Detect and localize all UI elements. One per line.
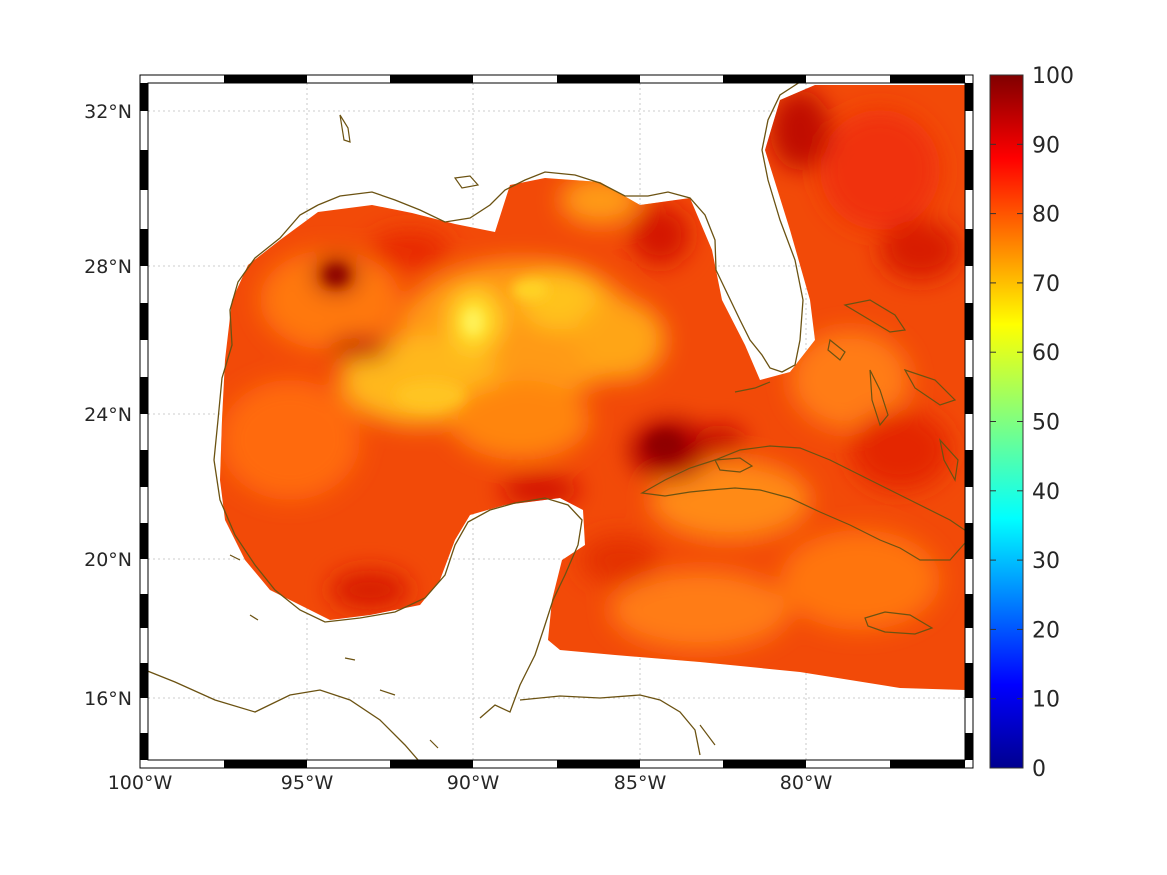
frame-segment-top [390, 75, 473, 83]
lat-label-28n: 28°N [84, 256, 132, 278]
frame-segment-left [140, 450, 148, 487]
frame-segment-top [723, 75, 806, 83]
frame-segment-left [140, 303, 148, 340]
cuba [640, 445, 973, 561]
mex-islands [229, 554, 716, 749]
colorbar-tick-label: 20 [1032, 618, 1060, 643]
frame-segment-right [965, 377, 973, 414]
frame-segment-left [140, 83, 148, 111]
frame-segment-bottom [557, 760, 640, 768]
frame-segment-right [965, 594, 973, 628]
frame-segment-bottom [890, 760, 965, 768]
frame-segment-left [140, 594, 148, 628]
colorbar-tick-label: 100 [1032, 64, 1074, 89]
longitude-labels: 100°W 95°W 90°W 85°W 80°W [108, 772, 833, 794]
frame-segment-left [140, 150, 148, 190]
frame-segment-right [965, 83, 973, 111]
central-america-coast [139, 667, 426, 769]
colorbar-tick-label: 70 [1032, 272, 1060, 297]
frame-segment-left [140, 663, 148, 698]
lon-label-90w: 90°W [447, 772, 500, 794]
colorbar-tick-label: 30 [1032, 549, 1060, 574]
colorbar-tick-label: 50 [1032, 411, 1060, 436]
lon-label-100w: 100°W [108, 772, 173, 794]
bahamas-2 [869, 369, 889, 427]
frame-segment-right [965, 150, 973, 190]
frame-segment-right [965, 303, 973, 340]
lon-label-80w: 80°W [780, 772, 833, 794]
latitude-labels: 32°N 28°N 24°N 20°N 16°N [84, 101, 132, 710]
frame-segment-bottom [390, 760, 473, 768]
lat-label-16n: 16°N [84, 688, 132, 710]
mexico-coastline [213, 204, 583, 719]
gulf-coastline [317, 81, 804, 373]
colorbar-tick-label: 10 [1032, 688, 1060, 713]
isla-juventud [714, 457, 754, 473]
lat-label-32n: 32°N [84, 101, 132, 123]
coastlines [139, 81, 973, 769]
lat-label-24n: 24°N [84, 404, 132, 426]
colorbar-tick-label: 90 [1032, 133, 1060, 158]
frame-segment-right [965, 229, 973, 266]
lon-label-95w: 95°W [281, 772, 334, 794]
frame-segment-right [965, 523, 973, 559]
bahamas-4 [938, 437, 959, 482]
bahamas-1 [843, 299, 907, 333]
florida-keys [734, 381, 771, 393]
frame-segment-bottom [723, 760, 806, 768]
lake-1 [339, 114, 351, 143]
honduras-coast [519, 694, 701, 756]
frame-segment-right [965, 663, 973, 698]
lake-2 [453, 175, 480, 189]
frame-segment-top [557, 75, 640, 83]
colorbar-tick-label: 40 [1032, 480, 1060, 505]
jamaica [864, 611, 934, 635]
frame-segment-right [965, 733, 973, 760]
frame-segment-left [140, 523, 148, 559]
frame-segment-left [140, 229, 148, 266]
lon-label-85w: 85°W [614, 772, 667, 794]
bahamas-3 [903, 368, 957, 406]
colorbar-tick-label: 80 [1032, 203, 1060, 228]
relative-humidity-field [220, 85, 965, 690]
frame-segment-top [890, 75, 965, 83]
colorbar-tick-label: 0 [1032, 757, 1046, 782]
colorbar-tick-label: 60 [1032, 341, 1060, 366]
frame-segment-left [140, 733, 148, 760]
bahamas-5 [827, 338, 846, 361]
frame-segment-right [965, 450, 973, 487]
frame-segment-left [140, 377, 148, 414]
frame-segment-top [224, 75, 307, 83]
map-frame [139, 74, 974, 769]
lat-label-20n: 20°N [84, 549, 132, 571]
frame-segment-bottom [224, 760, 307, 768]
